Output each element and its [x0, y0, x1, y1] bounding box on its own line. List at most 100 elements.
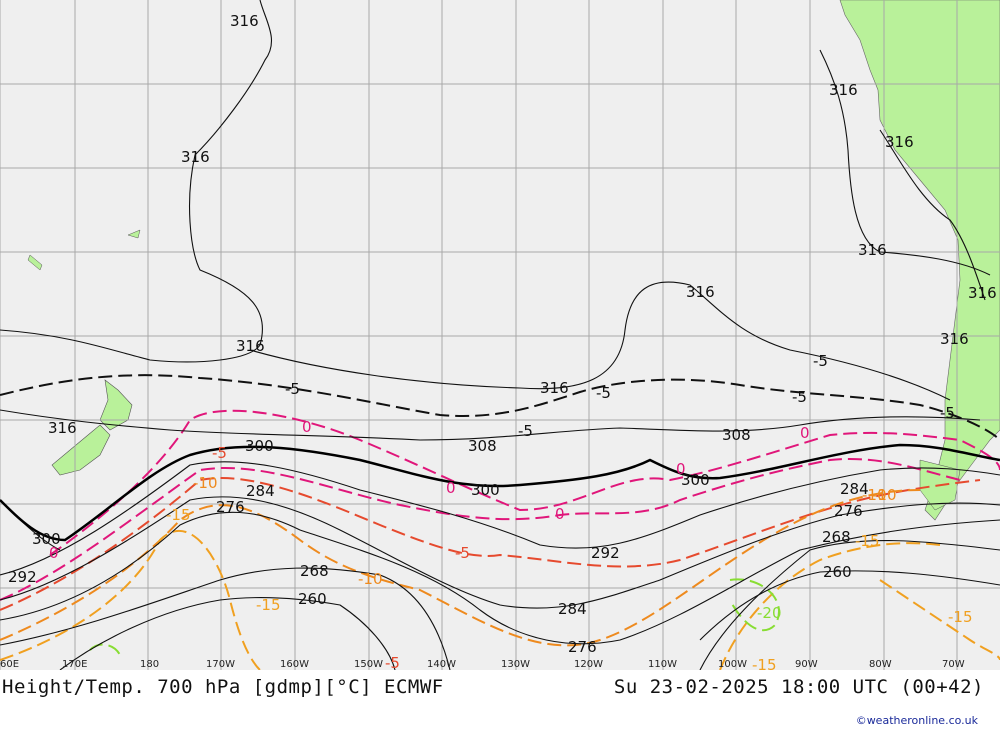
ocean-background [0, 0, 1000, 670]
height-label: 276 [216, 498, 245, 516]
map-title: Height/Temp. 700 hPa [gdmp][°C] ECMWF [2, 676, 444, 698]
height-label: 284 [246, 482, 275, 500]
longitude-ticks: 60E 170E 180 170W 160W 150W 140W 130W 12… [0, 659, 965, 670]
height-label: 316 [181, 148, 210, 166]
map-footer [0, 670, 1000, 733]
temp-label: -5 [792, 388, 807, 406]
weather-map: 316 316 316 316 316 316 316 316 316 316 … [0, 0, 1000, 670]
temp-label: -5 [285, 380, 300, 398]
lon-tick: 60E [0, 659, 19, 670]
height-label: 300 [471, 481, 500, 499]
height-label: 300 [245, 437, 274, 455]
temperature-contours [0, 374, 1000, 670]
lon-tick: 90W [795, 659, 818, 670]
lon-tick: 180 [140, 659, 159, 670]
temp-label: -10 [193, 474, 218, 492]
height-label: 316 [858, 241, 887, 259]
credit-link[interactable]: ©weatheronline.co.uk [855, 714, 978, 727]
height-300-bold [0, 443, 1000, 542]
height-316-coast [879, 129, 986, 301]
temp-label: -5 [518, 422, 533, 440]
height-label: 300 [681, 471, 710, 489]
temp-label: 0 [49, 544, 59, 562]
lon-tick: 130W [501, 659, 530, 670]
isotherm-minus15 [0, 530, 941, 670]
isotherm-minus5-north [0, 374, 1000, 441]
lon-tick: 170E [62, 659, 87, 670]
height-260 [59, 570, 1000, 670]
temp-label: -5 [385, 654, 400, 670]
height-label: 316 [829, 81, 858, 99]
height-316-east [819, 49, 991, 276]
lat-lon-grid [0, 0, 1000, 670]
temp-label: 0 [446, 479, 456, 497]
isotherm-0 [49, 409, 1000, 556]
height-label: 276 [834, 502, 863, 520]
temp-label: 0 [676, 460, 686, 478]
height-label: 276 [568, 638, 597, 656]
height-label: 308 [468, 437, 497, 455]
height-label: 316 [968, 284, 997, 302]
temp-label: -20 [757, 604, 782, 622]
height-label: 316 [48, 419, 77, 437]
temp-label: -10 [872, 486, 897, 504]
temp-label: -5 [596, 384, 611, 402]
height-label: 284 [558, 600, 587, 618]
temp-label: -15 [948, 608, 973, 626]
height-contours [0, 0, 1000, 670]
lon-tick: 150W [354, 659, 383, 670]
height-label: 284 [840, 480, 869, 498]
lon-tick: 70W [942, 659, 965, 670]
height-label: 268 [822, 528, 851, 546]
lon-tick: 140W [427, 659, 456, 670]
temp-label: 0 [555, 505, 565, 523]
height-label: 300 [32, 530, 61, 548]
isotherm-minus5 [0, 477, 981, 611]
land-islands [27, 229, 961, 511]
lon-tick: 100W [718, 659, 747, 670]
height-276 [0, 511, 1000, 645]
height-316-west [0, 0, 273, 363]
temp-label: -15 [855, 532, 880, 550]
temp-label: -15 [256, 596, 281, 614]
temp-label: -5 [940, 404, 955, 422]
land-south-america [839, 0, 1000, 521]
height-contour-labels: 316 316 316 316 316 316 316 316 316 316 … [8, 12, 997, 656]
height-292-west [0, 461, 1000, 576]
height-label: 292 [8, 568, 37, 586]
valid-time: Su 23-02-2025 18:00 UTC (00+42) [613, 676, 984, 698]
temp-label: -5 [813, 352, 828, 370]
height-label: 316 [686, 283, 715, 301]
isotherm-minus15-east [879, 579, 1000, 661]
height-label: 316 [236, 337, 265, 355]
temp-label: 0 [800, 424, 810, 442]
isotherm-0-south [0, 458, 961, 601]
temp-label: -5 [212, 444, 227, 462]
height-label: 292 [591, 544, 620, 562]
height-label: 316 [230, 12, 259, 30]
lon-tick: 80W [869, 659, 892, 670]
temp-label: -15 [752, 656, 777, 670]
temp-label: -10 [358, 570, 383, 588]
height-label: 268 [300, 562, 329, 580]
temp-label: -15 [166, 506, 191, 524]
lon-tick: 120W [574, 659, 603, 670]
temp-label: 0 [302, 418, 312, 436]
height-316-central [249, 281, 951, 401]
height-284 [0, 496, 1000, 609]
lon-tick: 160W [280, 659, 309, 670]
height-label: 260 [823, 563, 852, 581]
height-label: 308 [722, 426, 751, 444]
lon-tick: 110W [648, 659, 677, 670]
temp-label: -10 [862, 486, 887, 504]
temp-label: -5 [455, 544, 470, 562]
height-label: 316 [885, 133, 914, 151]
height-268 [0, 540, 1000, 670]
height-label: 316 [540, 379, 569, 397]
temperature-labels: -5 -5 -5 -5 -5 -5 -5 0 0 0 0 0 0 -5 -5 -… [49, 352, 973, 670]
land-new-zealand-south [51, 424, 111, 476]
isotherm-minus10 [0, 489, 921, 647]
height-label: 316 [940, 330, 969, 348]
height-label: 260 [298, 590, 327, 608]
lon-tick: 170W [206, 659, 235, 670]
